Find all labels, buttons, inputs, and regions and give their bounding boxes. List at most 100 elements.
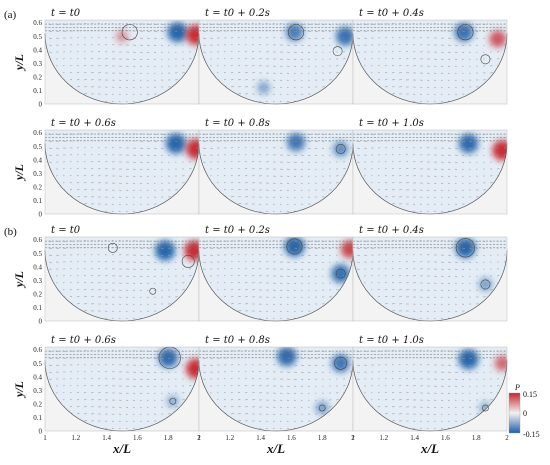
vector-arrow [230,58,233,60]
vector-arrow [391,274,394,277]
vector-arrow [132,161,136,163]
vector-arrow [398,57,402,60]
vector-arrow [307,65,310,67]
panel-frame [352,129,508,215]
vector-arrow [398,146,401,149]
vector-arrow [314,65,317,67]
vector-arrow [153,357,157,359]
vector-arrow [321,378,324,380]
y-tick-label: 0.5 [33,360,42,368]
vector-arrow [447,420,450,422]
vector-arrow [258,51,262,53]
vector-arrow [419,100,422,102]
vector-arrow [237,391,241,394]
vector-arrow [447,65,451,68]
vector-arrow [461,282,464,284]
vector-arrow [440,51,444,53]
vector-arrow [125,189,129,191]
vector-arrow [237,274,240,277]
x-tick-label: 1 [351,434,355,442]
vector-arrow [293,93,296,95]
vector-arrow [279,65,283,67]
vector-arrow [384,413,388,415]
vector-arrow [251,370,254,373]
vector-arrow [440,296,443,299]
vector-arrow [125,413,128,416]
vector-arrow [223,58,226,60]
vector-arrow [398,267,401,270]
y-tick-label: 0.1 [33,197,42,205]
vector-arrow [202,357,206,359]
vector-arrow [377,398,380,401]
vector-arrow [237,406,241,408]
vector-arrow [251,260,254,263]
vector-arrow [384,181,388,184]
vector-arrow [83,44,86,46]
vector-arrow [447,154,451,156]
vector-arrow [300,371,304,373]
vector-arrow [230,385,233,387]
vector-arrow [419,317,422,319]
vector-arrow [454,261,458,263]
vector-arrow [69,268,72,270]
vector-arrow [90,182,94,184]
vector-arrow [447,413,450,415]
vector-arrow [69,161,72,163]
vector-arrow [125,282,129,284]
vector-arrow [160,147,164,150]
vector-arrow [111,310,114,312]
vector-arrow [76,86,80,88]
vector-arrow [293,420,296,422]
vector-arrow [146,65,149,68]
vector-arrow [468,30,472,33]
vector-arrow [279,210,282,213]
vector-arrow [237,254,240,256]
vector-arrow [76,64,79,67]
vector-arrow [202,247,206,249]
x-tick-label: 1.4 [256,434,265,442]
vector-arrow [398,253,401,256]
vector-arrow [174,147,177,149]
vector-arrow [321,147,325,149]
vector-arrow [314,357,318,360]
vector-arrow [293,289,296,292]
vector-arrow [454,175,457,178]
vector-arrow [153,161,157,164]
pressure-blob [315,401,329,415]
x-tick-label: 1.4 [410,434,419,442]
vector-arrow [300,86,303,88]
vector-arrow [160,371,164,374]
vector-arrow [384,268,387,270]
vector-arrow [146,385,150,388]
vector-arrow [286,175,290,177]
vector-arrow [251,363,254,366]
vector-arrow [433,93,436,96]
vector-arrow [258,364,261,366]
vector-arrow [454,65,457,68]
vector-arrow [391,44,394,46]
vector-arrow [237,147,240,149]
vector-arrow [83,274,86,277]
vector-arrow [258,378,262,380]
vector-arrow [111,203,114,205]
panel-frame [352,346,508,432]
vector-arrow [104,100,107,102]
vector-arrow [419,196,423,198]
vector-arrow [405,65,409,67]
vector-arrow [391,406,395,408]
vector-arrow [286,392,290,394]
vector-arrow [97,282,101,284]
vector-arrow [293,203,296,205]
pressure-blob [185,138,199,159]
vector-arrow [160,268,163,270]
vector-arrow [426,203,429,205]
vector-arrow [461,37,465,40]
vector-arrow [293,392,297,395]
vector-arrow [356,44,360,46]
vector-arrow [202,261,206,263]
x-tick-label: 1.8 [472,434,481,442]
vortex-circle [149,287,157,295]
vector-arrow [461,189,464,191]
vector-arrow [223,295,227,298]
vector-arrow [412,161,416,163]
